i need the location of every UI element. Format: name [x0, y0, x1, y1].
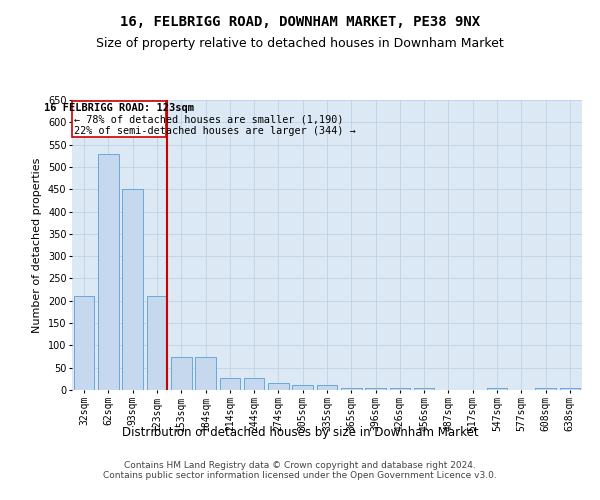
Bar: [317, 384, 337, 390]
Y-axis label: Number of detached properties: Number of detached properties: [32, 158, 42, 332]
Bar: [195, 356, 216, 390]
Bar: [487, 388, 508, 390]
Bar: [244, 378, 265, 390]
Bar: [98, 154, 119, 390]
Bar: [292, 384, 313, 390]
Bar: [389, 388, 410, 390]
Bar: [535, 388, 556, 390]
Bar: [365, 388, 386, 390]
Bar: [74, 296, 94, 390]
Text: 16 FELBRIGG ROAD: 123sqm: 16 FELBRIGG ROAD: 123sqm: [44, 103, 194, 113]
Text: 22% of semi-detached houses are larger (344) →: 22% of semi-detached houses are larger (…: [74, 126, 356, 136]
Text: 16, FELBRIGG ROAD, DOWNHAM MARKET, PE38 9NX: 16, FELBRIGG ROAD, DOWNHAM MARKET, PE38 …: [120, 15, 480, 29]
Bar: [341, 388, 362, 390]
Bar: [171, 356, 191, 390]
Bar: [560, 388, 580, 390]
Bar: [268, 384, 289, 390]
Bar: [220, 378, 240, 390]
Text: Contains HM Land Registry data © Crown copyright and database right 2024.
Contai: Contains HM Land Registry data © Crown c…: [103, 460, 497, 480]
Bar: [73, 101, 166, 138]
Text: ← 78% of detached houses are smaller (1,190): ← 78% of detached houses are smaller (1,…: [74, 114, 344, 124]
Bar: [146, 296, 167, 390]
Text: Distribution of detached houses by size in Downham Market: Distribution of detached houses by size …: [122, 426, 478, 439]
Bar: [122, 189, 143, 390]
Text: Size of property relative to detached houses in Downham Market: Size of property relative to detached ho…: [96, 38, 504, 51]
Bar: [414, 388, 434, 390]
